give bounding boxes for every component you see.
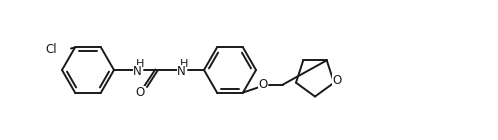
Text: H: H <box>136 59 144 69</box>
Text: N: N <box>177 65 185 78</box>
Text: N: N <box>132 65 141 78</box>
Text: Cl: Cl <box>45 43 57 56</box>
Text: O: O <box>258 78 267 91</box>
Text: O: O <box>332 74 342 87</box>
Text: H: H <box>180 59 188 69</box>
Text: O: O <box>135 86 144 99</box>
